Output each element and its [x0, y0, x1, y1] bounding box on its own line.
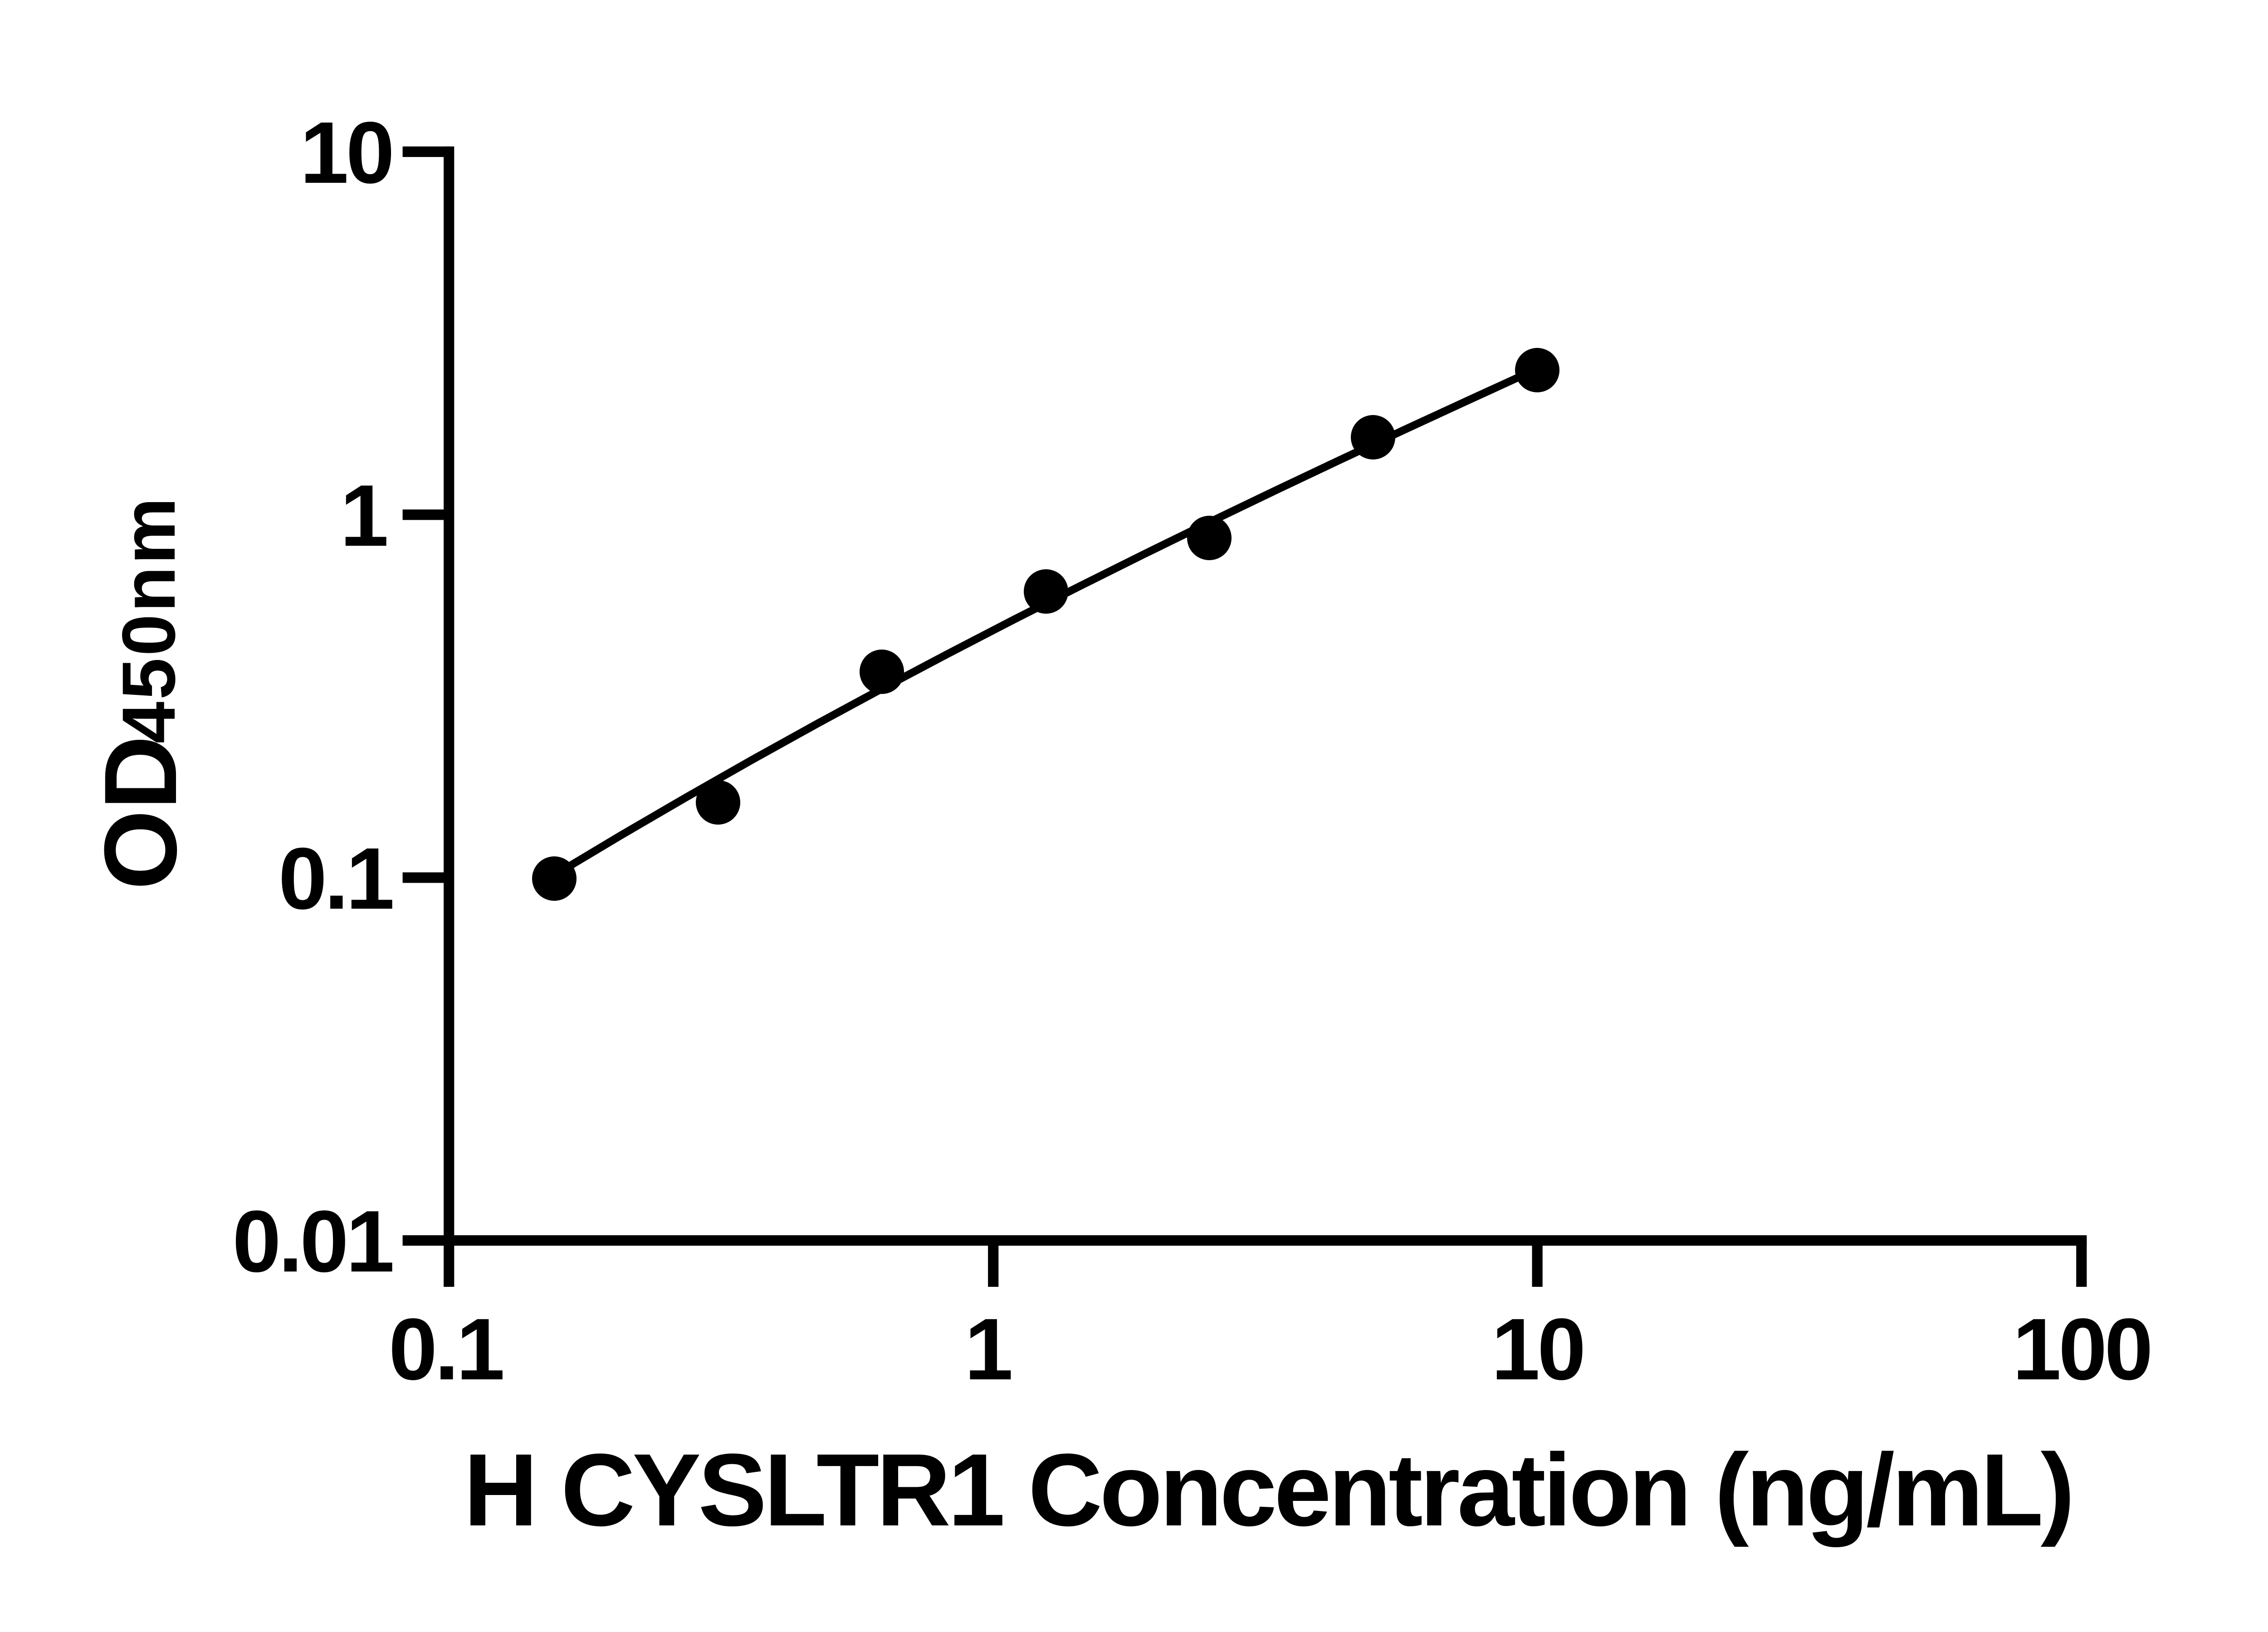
- svg-text:0.1: 0.1: [389, 1300, 503, 1398]
- svg-text:10: 10: [1491, 1300, 1584, 1398]
- svg-text:1: 1: [964, 1300, 1011, 1398]
- svg-text:0.1: 0.1: [279, 829, 392, 927]
- svg-text:1: 1: [340, 466, 386, 564]
- svg-text:100: 100: [2013, 1300, 2151, 1398]
- svg-text:0.01: 0.01: [232, 1192, 392, 1290]
- svg-text:10: 10: [300, 103, 392, 201]
- svg-text:H CYSLTR1 Concentration (ng/mL: H CYSLTR1 Concentration (ng/mL): [464, 1433, 2072, 1548]
